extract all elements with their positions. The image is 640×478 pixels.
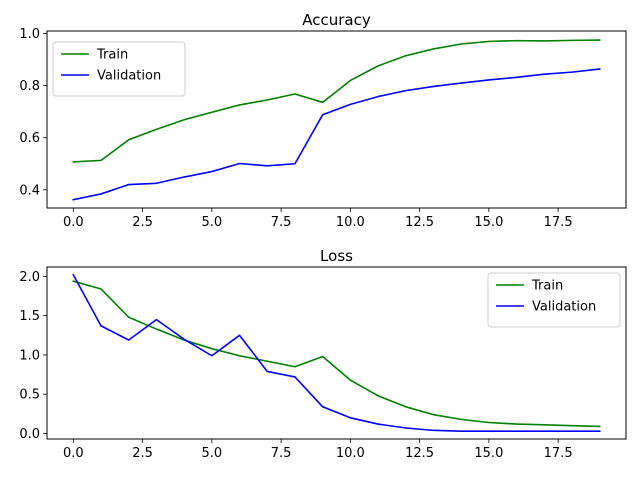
loss-series-validation-line [72, 273, 601, 432]
loss-legend-box [487, 272, 621, 328]
loss-x-tick-label: 2.5 [132, 446, 153, 461]
accuracy-x-tick-label: 10.0 [336, 215, 365, 230]
loss-x-tick-label: 7.5 [271, 446, 292, 461]
accuracy-y-tick-label: 1.0 [19, 27, 40, 42]
loss-series-train-line [72, 280, 601, 428]
accuracy-y-tick-label: 0.8 [19, 79, 40, 94]
loss-x-tick-label: 15.0 [474, 446, 503, 461]
loss-title: Loss [320, 247, 353, 265]
accuracy-x-tick-label: 7.5 [271, 215, 292, 230]
loss-y-tick-label: 1.0 [19, 348, 40, 363]
loss-x-tick-label: 5.0 [201, 446, 222, 461]
loss-chart: Loss 0.0 2.5 5.0 7.5 10.0 12.5 15.0 17.5 0.0 0.5 1.… [19, 247, 627, 461]
accuracy-legend-box [52, 41, 186, 97]
loss-legend-label-train: Train [531, 279, 563, 294]
loss-x-tick-label: 17.5 [544, 446, 573, 461]
accuracy-x-tick-label: 5.0 [201, 215, 222, 230]
loss-x-tick-label: 0.0 [63, 446, 84, 461]
loss-y-tick-label: 0.5 [19, 388, 40, 403]
loss-legend-label-validation: Validation [532, 300, 596, 315]
loss-axes-frame [46, 266, 627, 440]
accuracy-x-tick-label: 0.0 [63, 215, 84, 230]
accuracy-series-train-line [72, 39, 601, 163]
loss-y-tick-label: 2.0 [19, 270, 40, 285]
accuracy-y-tick-label: 0.4 [19, 183, 40, 198]
accuracy-x-tick-label: 15.0 [474, 215, 503, 230]
loss-x-tick-label: 10.0 [336, 446, 365, 461]
accuracy-x-tick-label: 12.5 [405, 215, 434, 230]
accuracy-x-tick-label: 2.5 [132, 215, 153, 230]
accuracy-axes-frame [46, 30, 627, 209]
accuracy-y-tick-label: 0.6 [19, 131, 40, 146]
accuracy-legend: Train Validation [52, 41, 186, 97]
loss-y-tick-label: 1.5 [19, 309, 40, 324]
accuracy-chart: Accuracy 0.0 2.5 5.0 7.5 10.0 12.5 15.0 17.5 0.4 0… [19, 11, 627, 230]
loss-x-tick-label: 12.5 [405, 446, 434, 461]
accuracy-legend-label-validation: Validation [97, 69, 161, 84]
loss-y-tick-label: 0.0 [19, 427, 40, 442]
accuracy-series-validation-line [72, 68, 601, 201]
accuracy-title: Accuracy [302, 11, 371, 29]
accuracy-legend-label-train: Train [96, 48, 128, 63]
accuracy-x-tick-label: 17.5 [544, 215, 573, 230]
loss-legend: Train Validation [487, 272, 621, 328]
